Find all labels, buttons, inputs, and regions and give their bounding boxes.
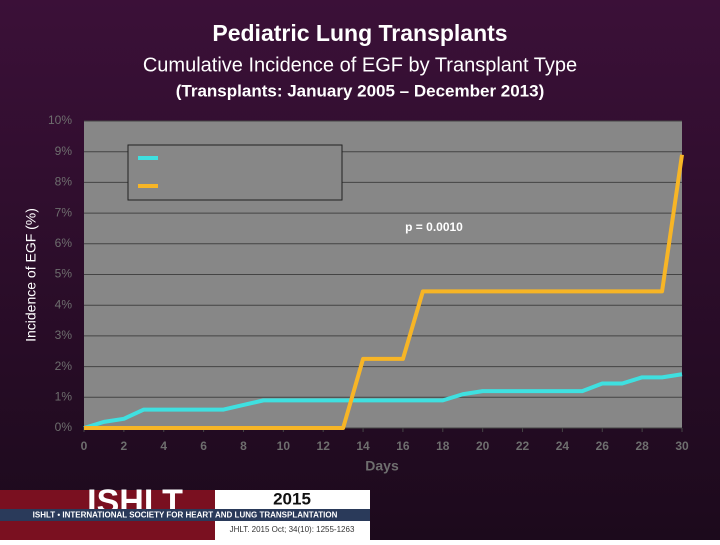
y-tick-label: 5% [55,267,73,281]
y-axis-label: Incidence of EGF (%) [23,208,39,342]
legend [127,144,343,201]
y-tick-label: 2% [55,359,73,373]
citation: JHLT. 2015 Oct; 34(10): 1255-1263 [230,525,355,534]
x-tick-label: 16 [396,439,410,453]
y-tick-label: 3% [55,328,73,342]
society-bar [0,509,370,521]
x-tick-label: 30 [675,439,689,453]
annotation: p = 0.0010 [405,220,463,234]
x-tick-label: 4 [160,439,167,453]
x-tick-label: 2 [121,439,128,453]
y-tick-label: 7% [55,205,73,219]
y-tick-label: 10% [48,113,72,127]
y-tick-label: 6% [55,236,73,250]
x-tick-label: 22 [516,439,530,453]
y-tick-label: 9% [55,144,73,158]
chart-title: Pediatric Lung Transplants [212,20,507,46]
x-tick-label: 8 [240,439,247,453]
year-box [215,490,370,509]
x-tick-label: 12 [317,439,331,453]
x-tick-label: 20 [476,439,490,453]
y-tick-label: 8% [55,175,73,189]
x-tick-label: 28 [635,439,649,453]
chart-subtitle: (Transplants: January 2005 – December 20… [176,81,545,100]
y-tick-label: 4% [55,297,73,311]
x-tick-label: 10 [277,439,291,453]
x-tick-label: 24 [556,439,570,453]
society-text: ISHLT • INTERNATIONAL SOCIETY FOR HEART … [33,511,338,520]
x-tick-label: 26 [596,439,610,453]
x-tick-label: 18 [436,439,450,453]
citation-box [215,521,370,540]
x-axis-label: Days [365,458,399,474]
x-tick-label: 14 [356,439,370,453]
series-line [84,154,684,430]
y-tick-label: 1% [55,389,73,403]
year: 2015 [273,489,311,508]
x-tick-label: 0 [81,439,88,453]
series-line [83,372,683,430]
x-tick-label: 6 [200,439,207,453]
y-tick-label: 0% [55,420,73,434]
chart-subtitle: Cumulative Incidence of EGF by Transplan… [143,54,577,76]
